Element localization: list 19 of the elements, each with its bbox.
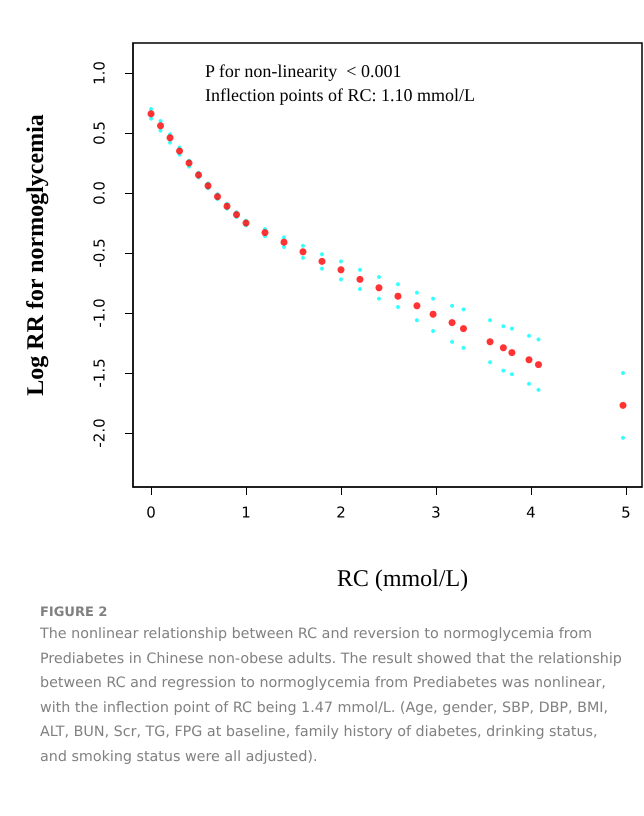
y-tick-label: -1.5: [90, 358, 108, 388]
y-tick-label: 0.5: [90, 121, 108, 145]
x-tick-label: 1: [241, 504, 251, 522]
x-tick-label: 2: [336, 504, 346, 522]
annotation: P for non-linearity < 0.001: [205, 61, 402, 81]
y-axis-title: Log RR for normoglycemia: [23, 114, 49, 396]
y-tick-label: 0.0: [90, 181, 108, 205]
x-tick-label: 0: [146, 504, 156, 522]
x-tick-label: 5: [621, 504, 631, 522]
y-tick-label: -0.5: [90, 238, 108, 268]
caption: FIGURE 2: [40, 605, 108, 620]
y-tick-label: -1.0: [90, 298, 108, 328]
y-tick-label: 1.0: [90, 61, 108, 85]
x-tick-label: 3: [431, 504, 441, 522]
x-axis-title: RC (mmol/L): [336, 566, 468, 592]
y-tick-label: -2.0: [90, 418, 108, 448]
annotation: Inflection points of RC: 1.10 mmol/L: [205, 85, 475, 105]
x-tick-label: 4: [526, 504, 536, 522]
text: The nonlinear relationship between RC and reversion to normoglycemia from Prediabetes in Chinese non-obese adults. The result showed that the relationship between RC and regression to normoglycemia from Prediabetes was nonlinear, with the inflection point of RC being 1.47 mmol/L. (Age, gender, SBP, DBP, BMI, ALT, BUN, Scr, TG, FPG at baseline, family history of diabetes, drinking status, and smoking status were all adjusted).: [40, 625, 623, 766]
